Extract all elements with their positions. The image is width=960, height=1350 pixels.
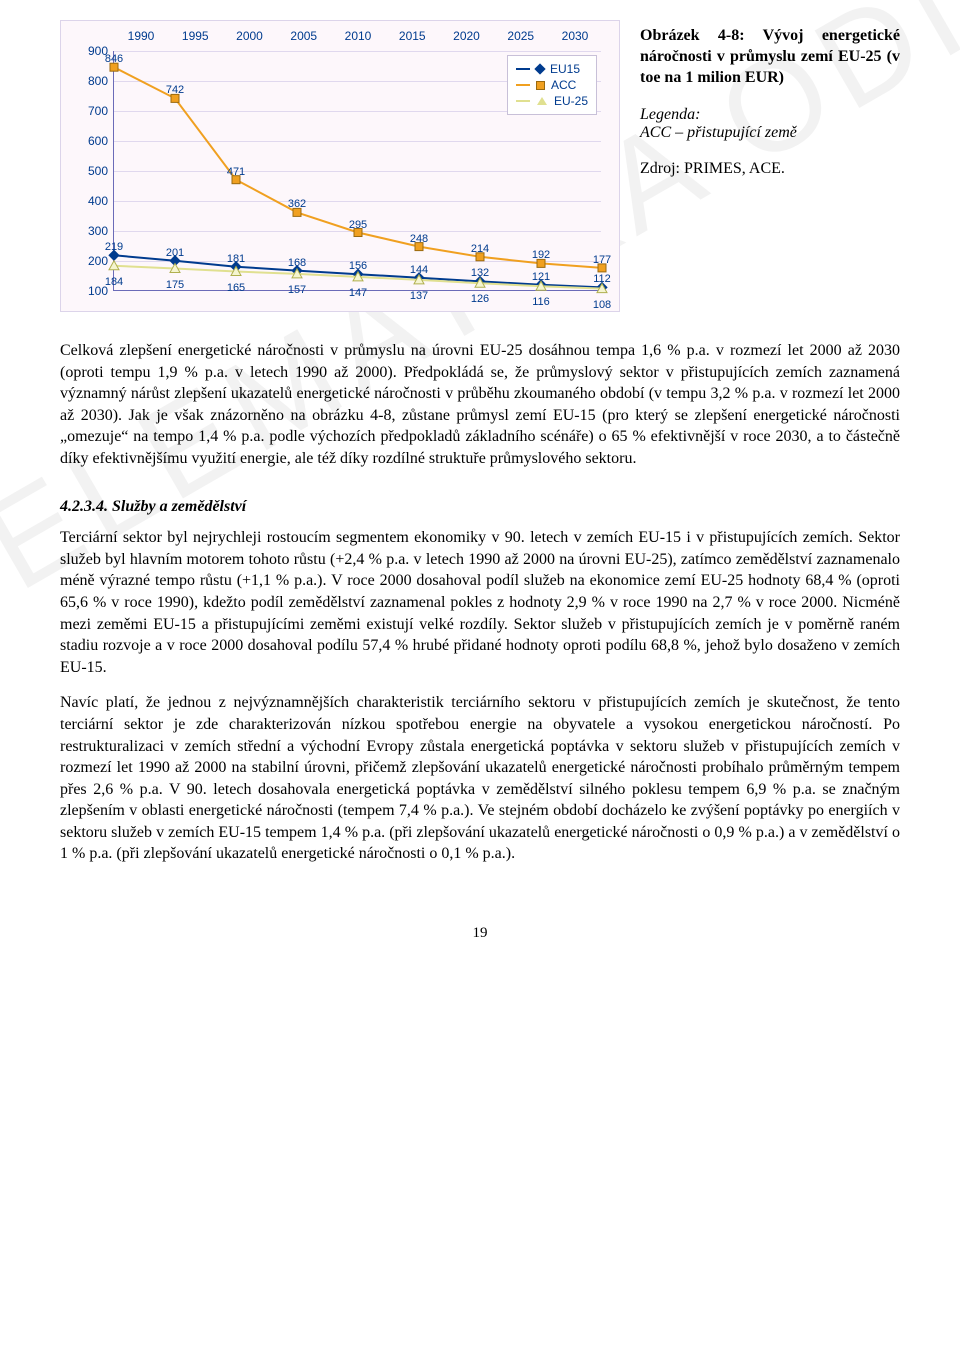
chart-caption: Obrázek 4-8: Vývoj energetické náročnost… (640, 20, 900, 178)
paragraph: Celková zlepšení energetické náročnosti … (60, 340, 900, 470)
paragraph: Navíc platí, že jednou z nejvýznamnějšíc… (60, 692, 900, 865)
paragraph: Terciární sektor byl nejrychleji rostouc… (60, 527, 900, 678)
body-text: Celková zlepšení energetické náročnosti … (60, 340, 900, 865)
plot-area: 1002003004005006007008009008467424713622… (113, 51, 601, 291)
figure-legend: Legenda: ACC – přistupující země (640, 106, 900, 142)
x-axis-labels: 199019952000200520102015202020252030 (73, 29, 609, 43)
figure-source: Zdroj: PRIMES, ACE. (640, 160, 900, 178)
chart-legend: EU15ACCEU-25 (507, 55, 597, 115)
figure-title: Obrázek 4-8: Vývoj energetické náročnost… (640, 26, 900, 88)
energy-intensity-chart: 199019952000200520102015202020252030 1002… (60, 20, 620, 312)
page-number: 19 (60, 925, 900, 942)
section-heading: 4.2.3.4. Služby a zemědělství (60, 496, 900, 518)
